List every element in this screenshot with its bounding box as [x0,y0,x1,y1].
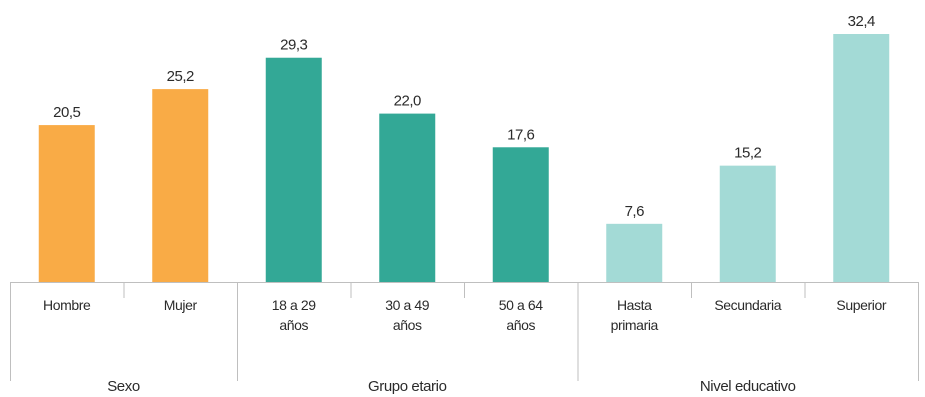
value-label-6: 15,2 [734,145,761,162]
category-label-2-1: años [279,317,308,333]
category-label-1-0: Mujer [164,297,198,313]
value-label-3: 22,0 [394,93,421,110]
bar-5 [606,223,663,282]
bar-4 [492,147,549,282]
category-label-5-1: primaria [611,317,659,333]
category-label-6-0: Secundaria [714,297,781,313]
category-label-7-0: Superior [836,297,886,313]
group-label-2: Nivel educativo [700,378,796,395]
bar-1 [152,89,209,282]
bar-3 [379,113,436,282]
value-label-1: 25,2 [167,68,194,85]
category-label-0-0: Hombre [43,297,91,313]
bar-2 [265,57,322,282]
value-label-7: 32,4 [848,13,875,30]
value-label-0: 20,5 [53,104,80,121]
value-label-2: 29,3 [280,37,307,54]
group-label-0: Sexo [107,378,140,395]
category-label-4-0: 50 a 64 [499,297,544,313]
bar-6 [719,165,776,282]
category-label-4-1: años [506,317,535,333]
group-label-1: Grupo etario [368,378,447,395]
category-label-3-1: años [393,317,422,333]
value-label-5: 7,6 [625,203,645,220]
category-label-2-0: 18 a 29 [272,297,317,313]
value-label-4: 17,6 [507,126,534,143]
bar-0 [38,125,95,282]
category-label-5-0: Hasta [617,297,652,313]
bar-7 [833,34,890,282]
category-label-3-0: 30 a 49 [385,297,430,313]
